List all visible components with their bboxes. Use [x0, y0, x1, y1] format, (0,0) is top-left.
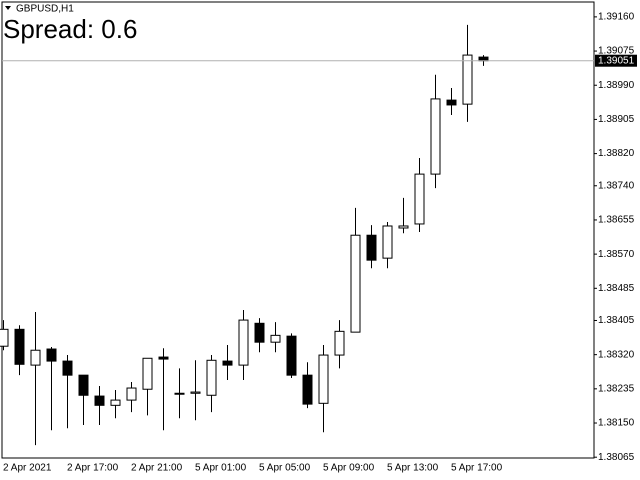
y-tick-label: 1.38485 [598, 283, 635, 294]
candle-body [190, 391, 201, 394]
y-tick-label: 1.38235 [598, 383, 635, 394]
x-tick-label: 5 Apr 09:00 [323, 463, 375, 474]
candle-body [110, 399, 121, 406]
candle-body [126, 387, 137, 401]
candle-body [238, 319, 249, 366]
current-price-label: 1.39051 [598, 55, 635, 66]
y-tick-label: 1.38655 [598, 215, 635, 226]
y-tick-label: 1.38740 [598, 180, 635, 191]
candle-body [62, 360, 73, 376]
y-tick-label: 1.38065 [598, 452, 635, 463]
candle-body [334, 330, 345, 356]
x-tick-label: 5 Apr 01:00 [195, 463, 247, 474]
plot-frame [1, 1, 595, 459]
candle-body [446, 99, 457, 106]
candle-body [478, 56, 489, 62]
candle-body [286, 335, 297, 376]
y-tick-label: 1.39075 [598, 46, 635, 57]
x-tick-label: 2 Apr 21:00 [131, 463, 183, 474]
x-tick-label: 5 Apr 13:00 [387, 463, 439, 474]
candle-body [318, 354, 329, 404]
candle-body [430, 98, 441, 175]
candle-body [302, 374, 313, 405]
chart-title: GBPUSD,H1 [16, 4, 74, 15]
candle-body [158, 356, 169, 360]
candle-body [270, 334, 281, 343]
y-tick-label: 1.38405 [598, 315, 635, 326]
candle-body [254, 322, 265, 343]
candle-body [414, 173, 425, 225]
y-tick-label: 1.38820 [598, 148, 635, 159]
y-tick-label: 1.39160 [598, 12, 635, 23]
candle-body [462, 54, 473, 105]
candle-body [94, 395, 105, 406]
x-tick-label: 2 Apr 2021 [3, 463, 52, 474]
spread-text: Spread: 0.6 [3, 14, 137, 44]
candle-body [174, 392, 185, 395]
candle-body [366, 234, 377, 261]
candle-body [206, 359, 217, 396]
candle-body [142, 357, 153, 390]
candle-body [382, 225, 393, 259]
candle-body [78, 374, 89, 396]
candle-body [14, 328, 25, 365]
candle-body [46, 348, 57, 362]
y-tick-label: 1.38320 [598, 349, 635, 360]
candle-body [0, 328, 9, 347]
candle-body [222, 360, 233, 366]
current-price-box [595, 54, 637, 67]
candle-body [30, 349, 41, 366]
y-tick-label: 1.38905 [598, 114, 635, 125]
candle-body [398, 225, 409, 229]
x-tick-label: 5 Apr 17:00 [451, 463, 503, 474]
y-tick-label: 1.38990 [598, 80, 635, 91]
y-tick-label: 1.38150 [598, 418, 635, 429]
y-tick-label: 1.38570 [598, 249, 635, 260]
candle-body [350, 234, 361, 333]
menu-triangle[interactable] [5, 6, 11, 10]
x-tick-label: 2 Apr 17:00 [67, 463, 119, 474]
x-tick-label: 5 Apr 05:00 [259, 463, 311, 474]
